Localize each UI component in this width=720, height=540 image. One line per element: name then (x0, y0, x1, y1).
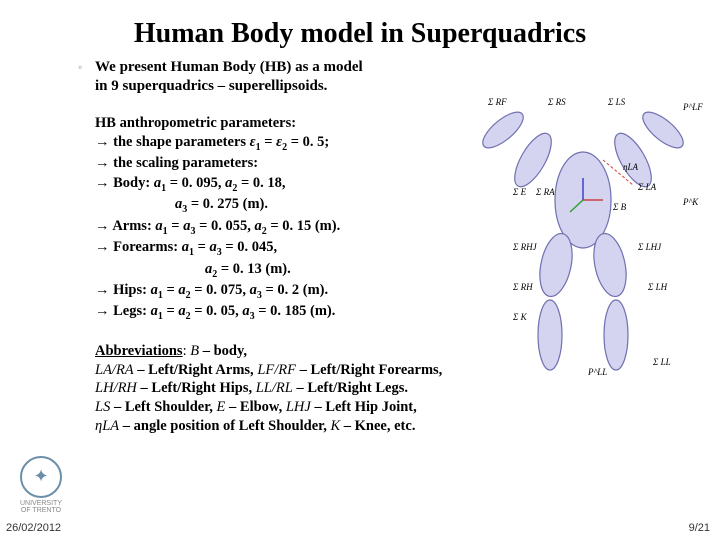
t: = 0. 055, (195, 218, 254, 234)
t: = 0. 05, (191, 303, 243, 319)
abbr-lara: LA/RA (95, 362, 134, 378)
t: → Hips: (95, 282, 151, 298)
arms-line: → Arms: a1 = a3 = 0. 055, a2 = 0. 15 (m)… (95, 217, 465, 238)
t: – Left Shoulder, (110, 399, 216, 415)
lbl-rhj: Σ RHJ (512, 242, 538, 252)
t: – Knee, etc. (340, 418, 415, 434)
abbr-lhj: LHJ (286, 399, 311, 415)
bullet-icon: ◦ (78, 60, 82, 75)
t: – Left/Right Forearms, (296, 362, 442, 378)
abbr-lfrf: LF/RF (257, 362, 296, 378)
fore-line2: a2 = 0. 13 (m). (95, 260, 465, 281)
lbl-pk: P^K (682, 197, 699, 207)
right-leg (538, 300, 562, 370)
shape-line: → the shape parameters ε1 = ε2 = 0. 5; (95, 133, 465, 154)
t: – Left/Right Legs. (293, 380, 408, 396)
lbl-lh: Σ LH (647, 282, 668, 292)
lbl-ra: Σ RA (535, 187, 555, 197)
t: – Left/Right Hips, (137, 380, 256, 396)
t: = 0. 13 (m). (217, 261, 291, 277)
intro-line1: We present Human Body (HB) as a model (95, 59, 363, 75)
lbl-rh: Σ RH (512, 282, 533, 292)
t: – Left Hip Joint, (311, 399, 417, 415)
abbr-ls: LS (95, 399, 110, 415)
right-forearm (477, 106, 528, 153)
abbr-title: Abbreviations (95, 343, 183, 359)
t: – angle position of Left Shoulder, (119, 418, 330, 434)
t: – Elbow, (225, 399, 285, 415)
lbl-e: Σ E (512, 187, 527, 197)
footer-page: 9/21 (689, 522, 710, 534)
right-arm (508, 128, 559, 192)
lbl-rs: Σ RS (547, 97, 566, 107)
t: – body, (199, 343, 247, 359)
t: → Arms: (95, 218, 155, 234)
t: the scaling parameters: (110, 155, 259, 171)
scaling-line: → the scaling parameters: (95, 154, 465, 174)
abbr-llrl: LL/RL (256, 380, 293, 396)
slide-title: Human Body model in Superquadrics (0, 0, 720, 58)
t: = 0. 15 (m). (267, 218, 341, 234)
lbl-la: Σ LA (637, 182, 657, 192)
lbl-ll: Σ LL (652, 357, 671, 367)
body-line: → Body: a1 = 0. 095, a2 = 0. 18, (95, 174, 465, 195)
intro-line2: in 9 superquadrics – superellipsoids. (95, 78, 327, 94)
parameters-block: HB anthropometric parameters: → the shap… (95, 114, 465, 324)
t: = 0. 095, (166, 175, 225, 191)
lbl-k: Σ K (512, 312, 528, 322)
t: = 0. 045, (222, 239, 277, 255)
logo-text-1: UNIVERSITY (10, 500, 72, 508)
lbl-rf: Σ RF (487, 97, 507, 107)
left-leg (604, 300, 628, 370)
lbl-b: Σ B (612, 202, 627, 212)
body-line2: a3 = 0. 275 (m). (95, 195, 465, 216)
logo-text-2: OF TRENTO (10, 507, 72, 515)
abbr-lhrh: LH/RH (95, 380, 137, 396)
footer-date: 26/02/2012 (6, 522, 61, 534)
t: = 0. 2 (m). (262, 282, 328, 298)
t: → Body: (95, 175, 154, 191)
t: → Legs: (95, 303, 151, 319)
lbl-ls: Σ LS (607, 97, 626, 107)
abbr-b: B (190, 343, 199, 359)
t: the shape parameters (110, 134, 250, 150)
superquadric-diagram: Σ RF Σ RS Σ LS P^LF Σ E Σ RA Σ LA Σ B ηL… (458, 90, 708, 380)
abbr-k: K (330, 418, 340, 434)
legs-line: → Legs: a1 = a2 = 0. 05, a3 = 0. 185 (m)… (95, 302, 465, 323)
lbl-lhj: Σ LHJ (637, 242, 662, 252)
lbl-plf: P^LF (682, 102, 703, 112)
t: → Forearms: (95, 239, 182, 255)
fore-line: → Forearms: a1 = a3 = 0. 045, (95, 238, 465, 259)
body-figure: Σ RF Σ RS Σ LS P^LF Σ E Σ RA Σ LA Σ B ηL… (458, 90, 708, 380)
abbr-eta: ηLA (95, 418, 119, 434)
t: = 0. 5; (287, 134, 329, 150)
lbl-pll: P^LL (587, 367, 607, 377)
hips-line: → Hips: a1 = a2 = 0. 075, a3 = 0. 2 (m). (95, 281, 465, 302)
lbl-eta: ηLA (623, 162, 638, 172)
t: – Left/Right Arms, (134, 362, 258, 378)
params-header: HB anthropometric parameters: (95, 114, 465, 134)
logo-emblem-icon: ✦ (20, 456, 62, 498)
t: = 0. 275 (m). (187, 196, 268, 212)
t: = 0. 18, (237, 175, 285, 191)
left-forearm (637, 106, 688, 153)
t: = 0. 075, (191, 282, 250, 298)
t: = 0. 185 (m). (255, 303, 336, 319)
university-logo: ✦ UNIVERSITY OF TRENTO (10, 456, 72, 515)
